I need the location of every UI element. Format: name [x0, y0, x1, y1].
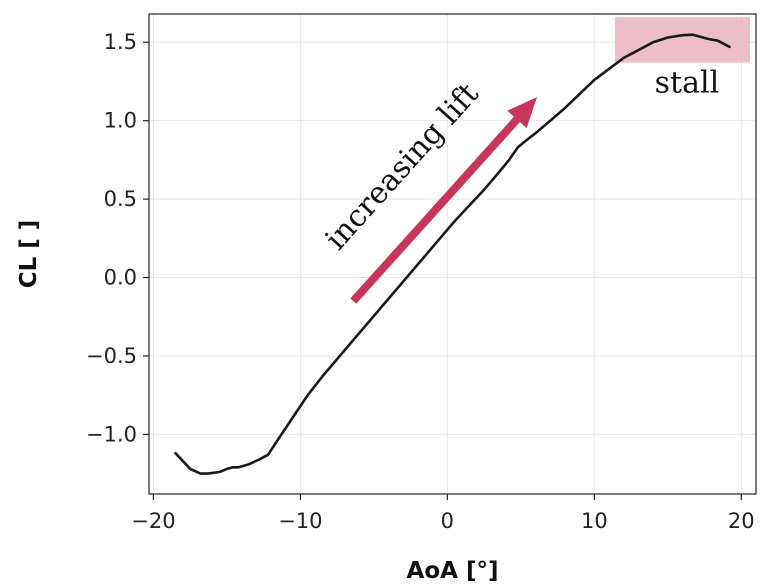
y-tick-label: 1.5: [104, 30, 137, 54]
arrow-head: [507, 97, 537, 129]
plot-frame: [148, 13, 757, 495]
data-line-layer: [174, 33, 731, 475]
increasing-lift-arrow: [350, 97, 537, 304]
y-tick-label: 0.5: [104, 187, 137, 211]
y-axis-title: CL [ ]: [16, 220, 42, 289]
y-tick-label: −1.0: [86, 422, 137, 446]
y-axis: −1.0 −0.5 0.0 0.5 1.0 1.5: [86, 30, 149, 446]
x-axis-title: AoA [°]: [407, 558, 499, 584]
y-tick-label: 1.0: [104, 109, 137, 133]
cl-aoa-line: [174, 33, 731, 475]
x-tick-label: −20: [131, 509, 175, 533]
increasing-lift-label: increasing lift: [319, 77, 486, 257]
stall-region: [614, 17, 751, 63]
x-tick-label: 0: [441, 509, 454, 533]
grid: [149, 14, 756, 494]
stall-label: stall: [655, 65, 720, 100]
x-tick-label: −10: [278, 509, 322, 533]
y-tick-label: 0.0: [104, 266, 137, 290]
arrow-shaft: [350, 116, 520, 304]
x-axis: −20 −10 0 10 20: [131, 494, 755, 533]
x-tick-label: 20: [728, 509, 755, 533]
y-tick-label: −0.5: [86, 344, 137, 368]
x-tick-label: 10: [581, 509, 608, 533]
